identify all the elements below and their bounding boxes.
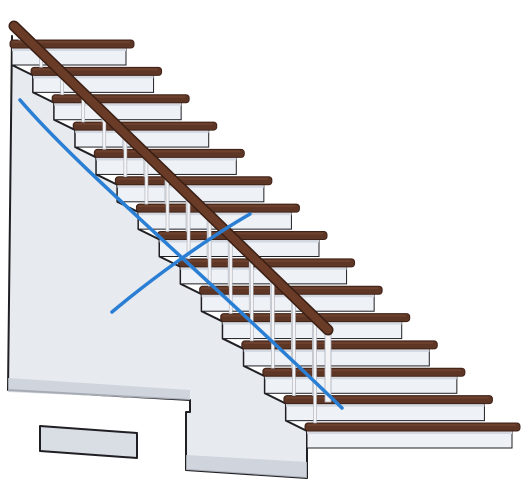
stair-steps bbox=[9, 39, 521, 449]
tread-highlight bbox=[12, 41, 130, 43]
tread-highlight bbox=[159, 232, 323, 235]
baluster bbox=[271, 280, 275, 369]
balusters bbox=[18, 35, 332, 424]
stair-step bbox=[51, 94, 190, 121]
riser-shadow bbox=[12, 48, 126, 51]
tread-highlight bbox=[285, 396, 489, 399]
tread-highlight bbox=[180, 259, 351, 262]
tread-highlight bbox=[96, 150, 241, 153]
baluster bbox=[144, 157, 149, 205]
riser-shadow bbox=[285, 403, 485, 407]
tread-highlight bbox=[75, 123, 213, 126]
tread-highlight bbox=[243, 341, 434, 344]
stair-side-wall bbox=[7, 35, 308, 479]
handrail bbox=[8, 20, 334, 336]
baluster bbox=[165, 178, 170, 232]
riser-shadow bbox=[33, 75, 154, 79]
baluster bbox=[292, 300, 296, 396]
base-plate-panel bbox=[39, 425, 138, 459]
stair-step bbox=[304, 422, 521, 449]
stair-step bbox=[241, 340, 438, 367]
stair-step bbox=[30, 66, 163, 93]
baluster bbox=[313, 321, 317, 424]
stair-step bbox=[283, 395, 493, 422]
stair-step bbox=[72, 121, 218, 148]
cross-out-scribble bbox=[18, 98, 344, 410]
wall-shadow bbox=[8, 378, 190, 400]
tread-highlight bbox=[117, 177, 268, 180]
scribble-stroke-up bbox=[110, 212, 252, 314]
baluster bbox=[207, 219, 212, 287]
baluster bbox=[123, 137, 128, 178]
riser-shadow bbox=[75, 130, 209, 134]
baluster bbox=[249, 259, 254, 342]
riser-shadow bbox=[54, 102, 182, 106]
base-plate bbox=[39, 425, 138, 459]
riser-shadow bbox=[117, 184, 264, 188]
foot-shadow bbox=[186, 455, 307, 478]
tread-highlight bbox=[138, 205, 296, 208]
baluster bbox=[102, 117, 107, 150]
baluster bbox=[186, 198, 191, 260]
riser-shadow bbox=[307, 431, 512, 434]
tread-highlight bbox=[33, 68, 158, 71]
tread-highlight bbox=[54, 95, 186, 98]
scribble-stroke-down bbox=[18, 98, 344, 410]
tread-highlight bbox=[307, 424, 516, 426]
riser-shadow bbox=[243, 348, 430, 352]
tread-highlight bbox=[264, 369, 461, 372]
riser-shadow bbox=[264, 376, 457, 380]
handrail-bar bbox=[10, 22, 332, 334]
riser-shadow bbox=[96, 157, 237, 161]
